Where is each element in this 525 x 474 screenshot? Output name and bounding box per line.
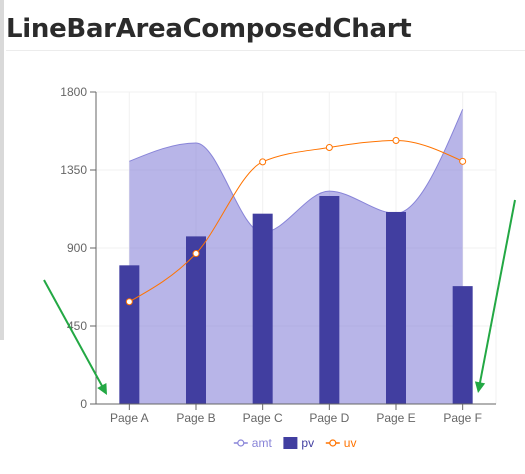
legend-swatch-pv	[283, 437, 298, 449]
arrow-shaft	[478, 199, 516, 384]
uv-line-series	[125, 137, 467, 306]
pv-bar	[452, 286, 473, 404]
legend-label-uv: uv	[344, 436, 357, 450]
pv-bar	[386, 211, 406, 404]
pv-bar	[252, 213, 273, 404]
title-divider	[6, 50, 525, 51]
uv-point	[259, 158, 267, 166]
annotation-arrows	[43, 199, 516, 395]
legend-marker-uv	[329, 439, 337, 447]
uv-point	[459, 157, 467, 165]
pv-bar	[119, 265, 140, 404]
x-tick-label: Page C	[243, 411, 283, 425]
amt-area-line	[129, 109, 464, 234]
arrow-head	[97, 383, 107, 395]
arrow-head	[474, 381, 486, 393]
x-tick-label: Page B	[176, 411, 215, 425]
legend-item-uv: uv	[325, 436, 357, 450]
x-tick-label: Page D	[309, 411, 349, 425]
legend-label-amt: amt	[252, 436, 273, 450]
legend: amt pv uv	[233, 436, 357, 450]
y-tick-label: 1350	[60, 163, 87, 177]
uv-point	[125, 298, 133, 306]
pv-bar-series	[119, 196, 473, 404]
uv-point	[192, 250, 200, 258]
uv-point	[325, 143, 333, 151]
legend-item-amt: amt	[233, 436, 273, 450]
right-annotation-arrow	[474, 199, 516, 393]
amt-area-fill	[129, 109, 463, 404]
x-tick-label: Page E	[376, 411, 415, 425]
x-tick-label: Page A	[110, 411, 149, 425]
legend-label-pv: pv	[301, 436, 314, 450]
legend-marker-amt	[237, 439, 245, 447]
y-tick-label: 900	[67, 241, 87, 255]
left-scroll-rule	[0, 0, 4, 340]
y-tick-label: 0	[80, 397, 87, 411]
x-tick-label: Page F	[443, 411, 482, 425]
left-annotation-arrow	[43, 279, 107, 395]
pv-bar	[186, 236, 206, 404]
legend-item-pv: pv	[283, 436, 314, 450]
amt-area-series	[129, 109, 464, 404]
pv-bar	[319, 196, 340, 404]
uv-point	[392, 137, 400, 145]
y-tick-label: 1800	[60, 85, 87, 99]
arrow-shaft	[43, 279, 104, 388]
page-title: LineBarAreaComposedChart	[6, 14, 412, 44]
